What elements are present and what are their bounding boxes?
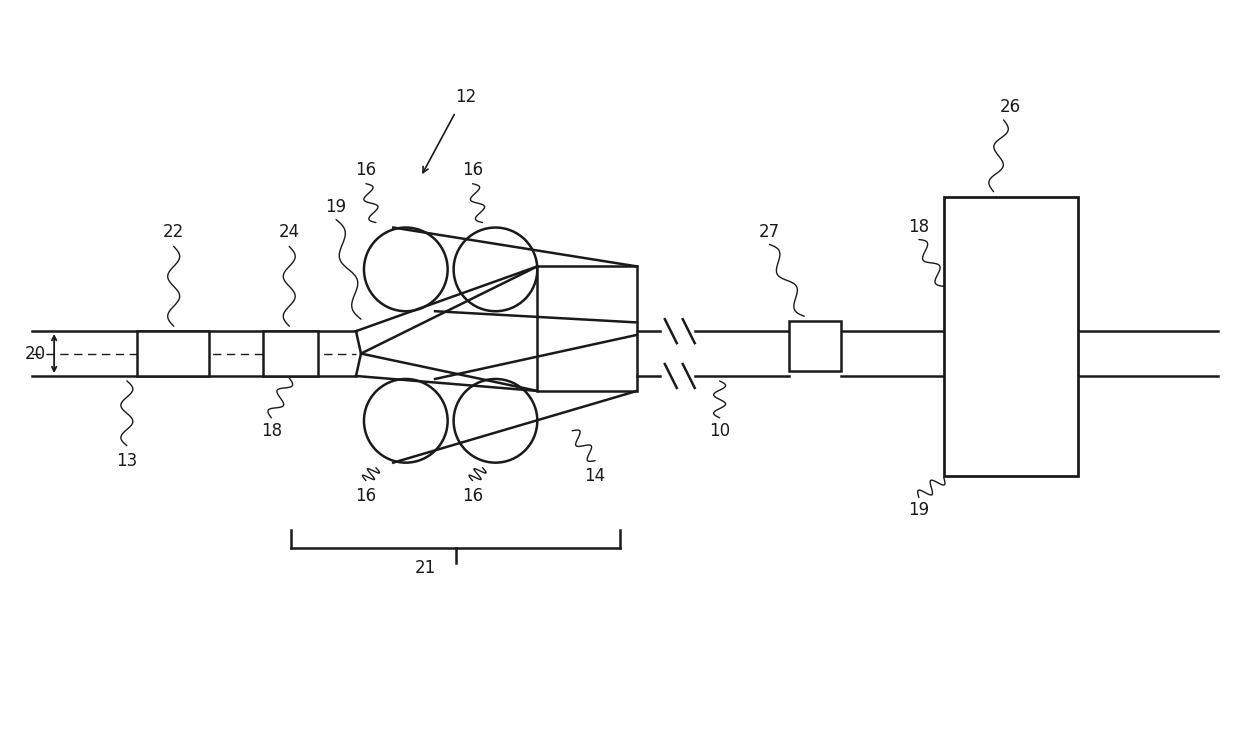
- Text: 12: 12: [455, 88, 476, 106]
- Text: 22: 22: [162, 222, 185, 241]
- Text: 13: 13: [117, 452, 138, 470]
- Bar: [944, 196, 1079, 476]
- Text: 18: 18: [909, 218, 930, 236]
- Text: 26: 26: [999, 98, 1021, 116]
- Text: 21: 21: [415, 559, 436, 577]
- Text: 10: 10: [709, 422, 730, 439]
- Text: 16: 16: [356, 161, 377, 179]
- Text: 16: 16: [356, 487, 377, 505]
- Bar: [790, 321, 841, 371]
- Text: 19: 19: [909, 502, 930, 519]
- Text: 20: 20: [25, 345, 46, 362]
- Text: 16: 16: [463, 161, 484, 179]
- Text: 19: 19: [326, 198, 347, 216]
- Bar: [537, 267, 637, 391]
- Text: 14: 14: [584, 467, 605, 485]
- Bar: [136, 331, 208, 376]
- Bar: [263, 331, 319, 376]
- Text: 18: 18: [260, 422, 281, 439]
- Text: 27: 27: [759, 222, 780, 241]
- Text: 16: 16: [463, 487, 484, 505]
- Text: 24: 24: [279, 222, 300, 241]
